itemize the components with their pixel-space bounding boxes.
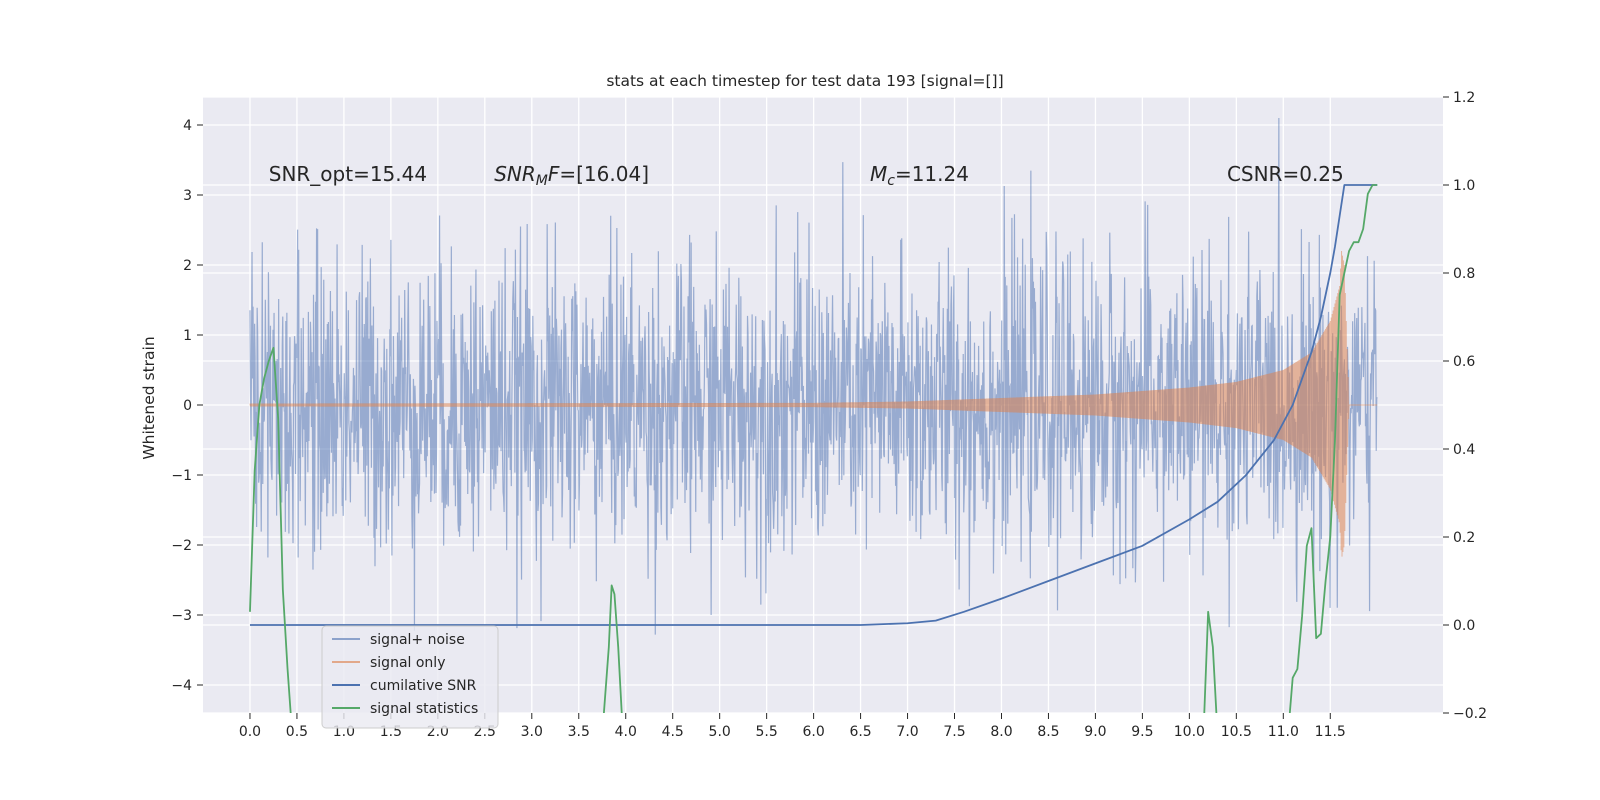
x-tick-label: 6.5 (849, 724, 871, 740)
y-tick-label: −1 (171, 468, 192, 484)
legend-label: signal only (370, 655, 445, 671)
x-tick-label: 8.5 (1037, 724, 1059, 740)
y-tick-label: 0 (183, 398, 192, 414)
series-cumilative-snr (249, 184, 1378, 626)
right-tick-label: 1.0 (1453, 178, 1475, 194)
right-tick-label: −0.2 (1453, 706, 1487, 722)
annotation-symbol: SNR (494, 162, 536, 186)
y-tick-label: −3 (171, 608, 192, 624)
annotation-1: SNRMF=[16.04] (494, 162, 649, 189)
y-axis-label: Whitened strain (140, 336, 158, 459)
x-tick-label: 9.5 (1131, 724, 1153, 740)
chart-title: stats at each timestep for test data 193… (606, 72, 1003, 90)
annotation-3: CSNR=0.25 (1227, 162, 1344, 186)
right-tick-label: 0.2 (1453, 530, 1475, 546)
x-tick-label: 10.5 (1221, 724, 1252, 740)
series-signal-noise (249, 117, 1378, 635)
right-axis-ticks: 1.2 1.0 0.8 0.6 0.4 0.2 0.0 −0.2 (1443, 90, 1487, 722)
annotation-2: Mc=11.24 (870, 162, 969, 189)
y-tick-label: 2 (183, 258, 192, 274)
annotation-0: SNR_opt=15.44 (269, 162, 427, 186)
y-tick-label: 3 (183, 188, 192, 204)
annotation-text: F=[16.04] (548, 162, 649, 186)
legend-label: signal statistics (370, 701, 478, 717)
right-tick-label: 0.0 (1453, 618, 1475, 634)
x-tick-label: 7.0 (896, 724, 918, 740)
x-tick-label: 3.5 (568, 724, 590, 740)
x-tick-label: 9.0 (1084, 724, 1106, 740)
legend: signal+ noise signal only cumilative SNR si… (321, 625, 499, 729)
annotation-symbol: M (870, 162, 887, 186)
x-tick-label: 0.0 (239, 724, 261, 740)
x-tick-label: 5.5 (756, 724, 778, 740)
x-tick-label: 4.5 (662, 724, 684, 740)
annotation-subscript: M (536, 173, 548, 189)
legend-box (321, 625, 499, 729)
y-tick-label: −4 (171, 678, 192, 694)
y-tick-label: 4 (183, 118, 192, 134)
annotation-text: CSNR=0.25 (1227, 162, 1344, 186)
x-tick-label: 7.5 (943, 724, 965, 740)
x-tick-label: 8.0 (990, 724, 1012, 740)
right-tick-label: 1.2 (1453, 90, 1475, 106)
legend-label: signal+ noise (370, 632, 465, 648)
right-tick-label: 0.8 (1453, 266, 1475, 282)
annotation-subscript: c (887, 173, 895, 189)
x-tick-label: 4.0 (615, 724, 637, 740)
annotation-symbol: F (548, 162, 560, 186)
annotation-text: =[16.04] (559, 162, 649, 186)
x-tick-label: 0.5 (286, 724, 308, 740)
series-layer (249, 117, 1378, 713)
annotation-text: =11.24 (895, 162, 969, 186)
x-tick-label: 10.0 (1174, 724, 1205, 740)
x-tick-label: 11.5 (1315, 724, 1346, 740)
x-tick-label: 6.0 (802, 724, 824, 740)
y-tick-label: 1 (183, 328, 192, 344)
series-signal-statistics (249, 184, 1378, 713)
y-tick-label: −2 (171, 538, 192, 554)
x-tick-label: 11.0 (1268, 724, 1299, 740)
annotation-text: SNR_opt=15.44 (269, 162, 427, 186)
right-tick-label: 0.6 (1453, 354, 1475, 370)
x-tick-label: 5.0 (709, 724, 731, 740)
right-tick-label: 0.4 (1453, 442, 1475, 458)
legend-label: cumilative SNR (370, 678, 477, 694)
annotations: SNR_opt=15.44 SNRMF=[16.04] Mc=11.24 CSNR=0… (269, 162, 1344, 189)
left-axis-ticks: 4 3 2 1 0 −1 −2 −3 −4 (171, 118, 203, 694)
x-tick-label: 3.0 (521, 724, 543, 740)
series-signal-only (249, 250, 1378, 557)
